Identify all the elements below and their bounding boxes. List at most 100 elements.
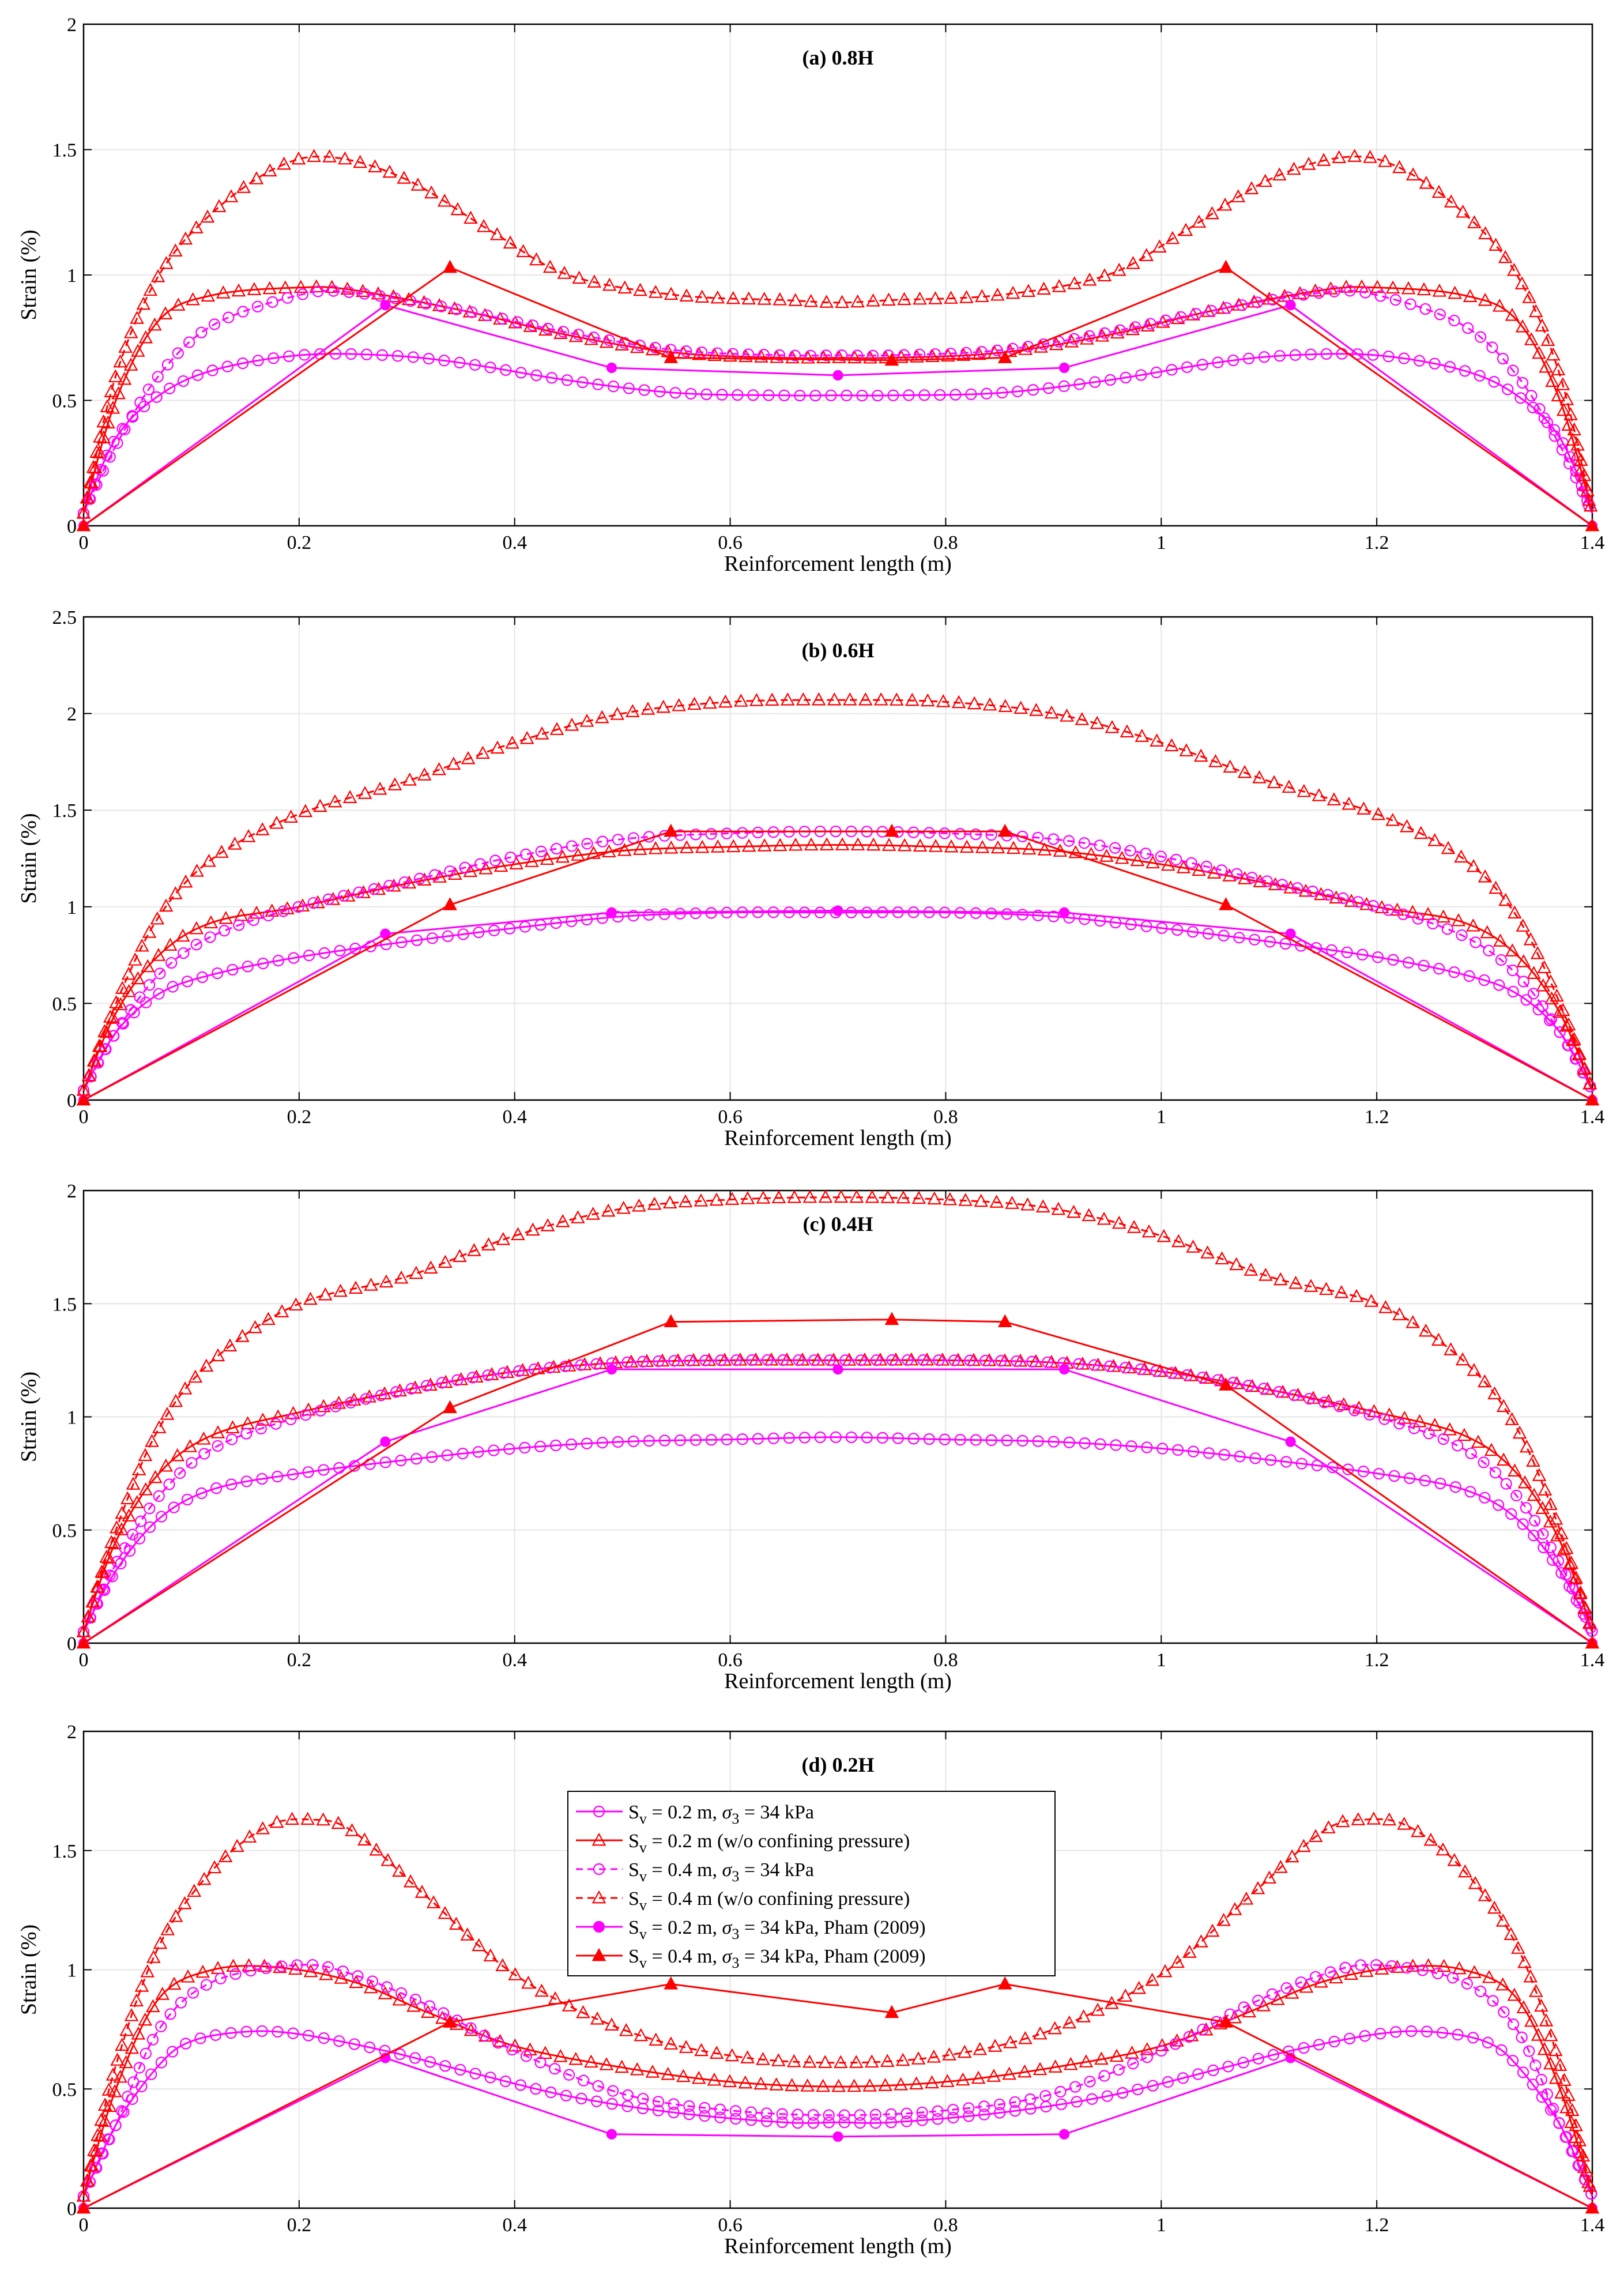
data-point [1234,1451,1246,1463]
data-point [283,350,295,363]
data-point [362,1389,376,1403]
data-point [1374,290,1386,302]
data-point [91,2162,103,2174]
data-point [1585,1092,1600,1106]
data-point [586,1207,600,1220]
data-point [872,389,884,402]
data-point [1559,2100,1574,2114]
data-point [161,359,174,371]
data-point [168,243,183,257]
data-point [576,2005,590,2018]
data-point [1570,472,1582,484]
data-point [1574,453,1588,466]
data-point [1162,2076,1174,2088]
data-point [503,235,518,249]
data-point [1517,1518,1529,1530]
data-point [447,867,462,880]
data-point [1111,1215,1126,1229]
data-point [293,280,308,293]
data-point [956,348,971,361]
data-point [1279,937,1291,950]
data-point [1478,1374,1492,1388]
data-point [1110,325,1125,339]
data-point [785,350,800,364]
data-point [873,692,888,706]
data-point [411,934,423,946]
data-point [1516,918,1531,932]
data-point [1543,1497,1558,1511]
data-point [1555,1003,1570,1016]
data-point [1351,1812,1366,1825]
data-point [378,1986,393,1999]
data-point [1306,1391,1321,1404]
data-point [145,1999,160,2013]
legend-label: Sv = 0.4 m, σ3 = 34 kPa [628,1859,814,1885]
data-point [108,369,123,383]
data-point [1397,908,1410,920]
data-point [115,1505,130,1519]
legend-text-part: 3 [732,1868,739,1885]
data-point [967,696,982,710]
data-point [689,828,702,841]
data-point [167,1976,182,1990]
data-point [163,1478,175,1490]
data-point [303,1291,318,1305]
legend-entry-3: Sv = 0.4 m, σ3 = 34 kPa [576,1859,814,1885]
data-point [754,349,768,363]
data-point [97,2148,109,2160]
data-series-6 [76,1976,1600,2214]
data-point [679,840,694,853]
data-point [760,2107,773,2119]
data-point [307,149,321,163]
data-point [634,340,646,352]
data-point [225,1478,238,1490]
data-point [1446,1972,1459,1984]
data-point [1029,703,1043,716]
data-point [934,389,946,401]
data-point [1378,1300,1393,1313]
data-point [834,1189,849,1203]
data-point [506,2043,518,2056]
data-point [1058,1364,1070,1375]
data-point [590,2095,603,2107]
data-point [122,984,136,997]
data-point [954,907,966,919]
data-point [1192,214,1207,228]
data-point [93,429,107,443]
data-point [1165,231,1180,244]
data-point [715,1354,727,1366]
data-point [1515,319,1530,333]
data-point [189,220,204,233]
data-point [386,878,401,892]
data-point [117,371,132,385]
data-point [288,1961,303,1975]
data-point [963,2110,975,2122]
data-point [1570,437,1585,451]
data-point [1216,864,1228,876]
data-point [1577,1067,1589,1079]
data-point [1408,1422,1420,1434]
data-point [832,905,843,916]
data-point [285,1811,299,1825]
data-point [128,952,142,966]
data-point [944,291,958,304]
data-point [842,692,857,706]
data-point [1170,2033,1184,2047]
data-point [271,1409,285,1423]
data-point [1406,1315,1420,1328]
data-point [958,1193,973,1206]
data-point [664,1976,679,1990]
data-point [1104,374,1117,386]
data-point [188,1369,203,1383]
data-point [542,259,557,273]
data-point [1042,1356,1054,1368]
data-point [489,227,504,240]
data-point [195,326,208,338]
data-point [252,355,264,367]
data-point [880,2054,895,2067]
data-point [1205,1923,1220,1937]
series-line [82,1965,1593,2197]
data-point [364,1278,378,1291]
data-point [689,907,702,920]
data-point [928,291,943,304]
